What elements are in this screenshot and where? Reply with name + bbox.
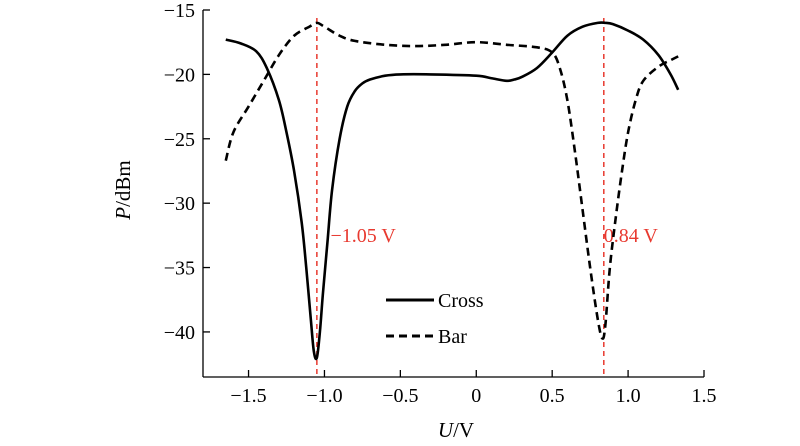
y-tick-label: −40 (164, 322, 195, 344)
legend-label-cross: Cross (438, 290, 484, 312)
y-tick-label: −30 (164, 193, 195, 215)
y-tick-label: −20 (164, 64, 195, 86)
x-tick-label: −1.0 (306, 385, 342, 407)
x-tick-label: 0.5 (540, 385, 565, 407)
axes: −15 −20 −25 −30 −35 −40 −1.5 −1.0 −0.5 0 0.5 1.0 1.5 (164, 0, 717, 407)
legend: Cross Bar (386, 290, 484, 348)
x-tick-label: 1.0 (616, 385, 641, 407)
x-axis-unit: /V (453, 418, 474, 442)
annotation-label-1: −1.05 V (331, 225, 397, 247)
x-tick-label: 0 (471, 385, 481, 407)
x-tick-label: −1.5 (230, 385, 266, 407)
y-axis-title: P/dBm (111, 160, 135, 221)
x-tick-label: −0.5 (382, 385, 418, 407)
x-tick-label: 1.5 (692, 385, 717, 407)
series-line-bar (224, 21, 679, 340)
x-axis-title: U/V (438, 418, 474, 442)
y-tick-label: −35 (164, 258, 195, 280)
y-axis-var: P (111, 207, 135, 221)
y-tick-label: −15 (164, 0, 195, 22)
legend-label-bar: Bar (438, 326, 467, 348)
y-tick-label: −25 (164, 129, 195, 151)
plot-area: −1.05 V 0.84 V (224, 18, 680, 377)
annotation-label-2: 0.84 V (604, 225, 659, 247)
y-axis-unit: /dBm (111, 160, 135, 207)
x-axis-var: U (438, 418, 455, 442)
series-line-cross (225, 21, 680, 361)
